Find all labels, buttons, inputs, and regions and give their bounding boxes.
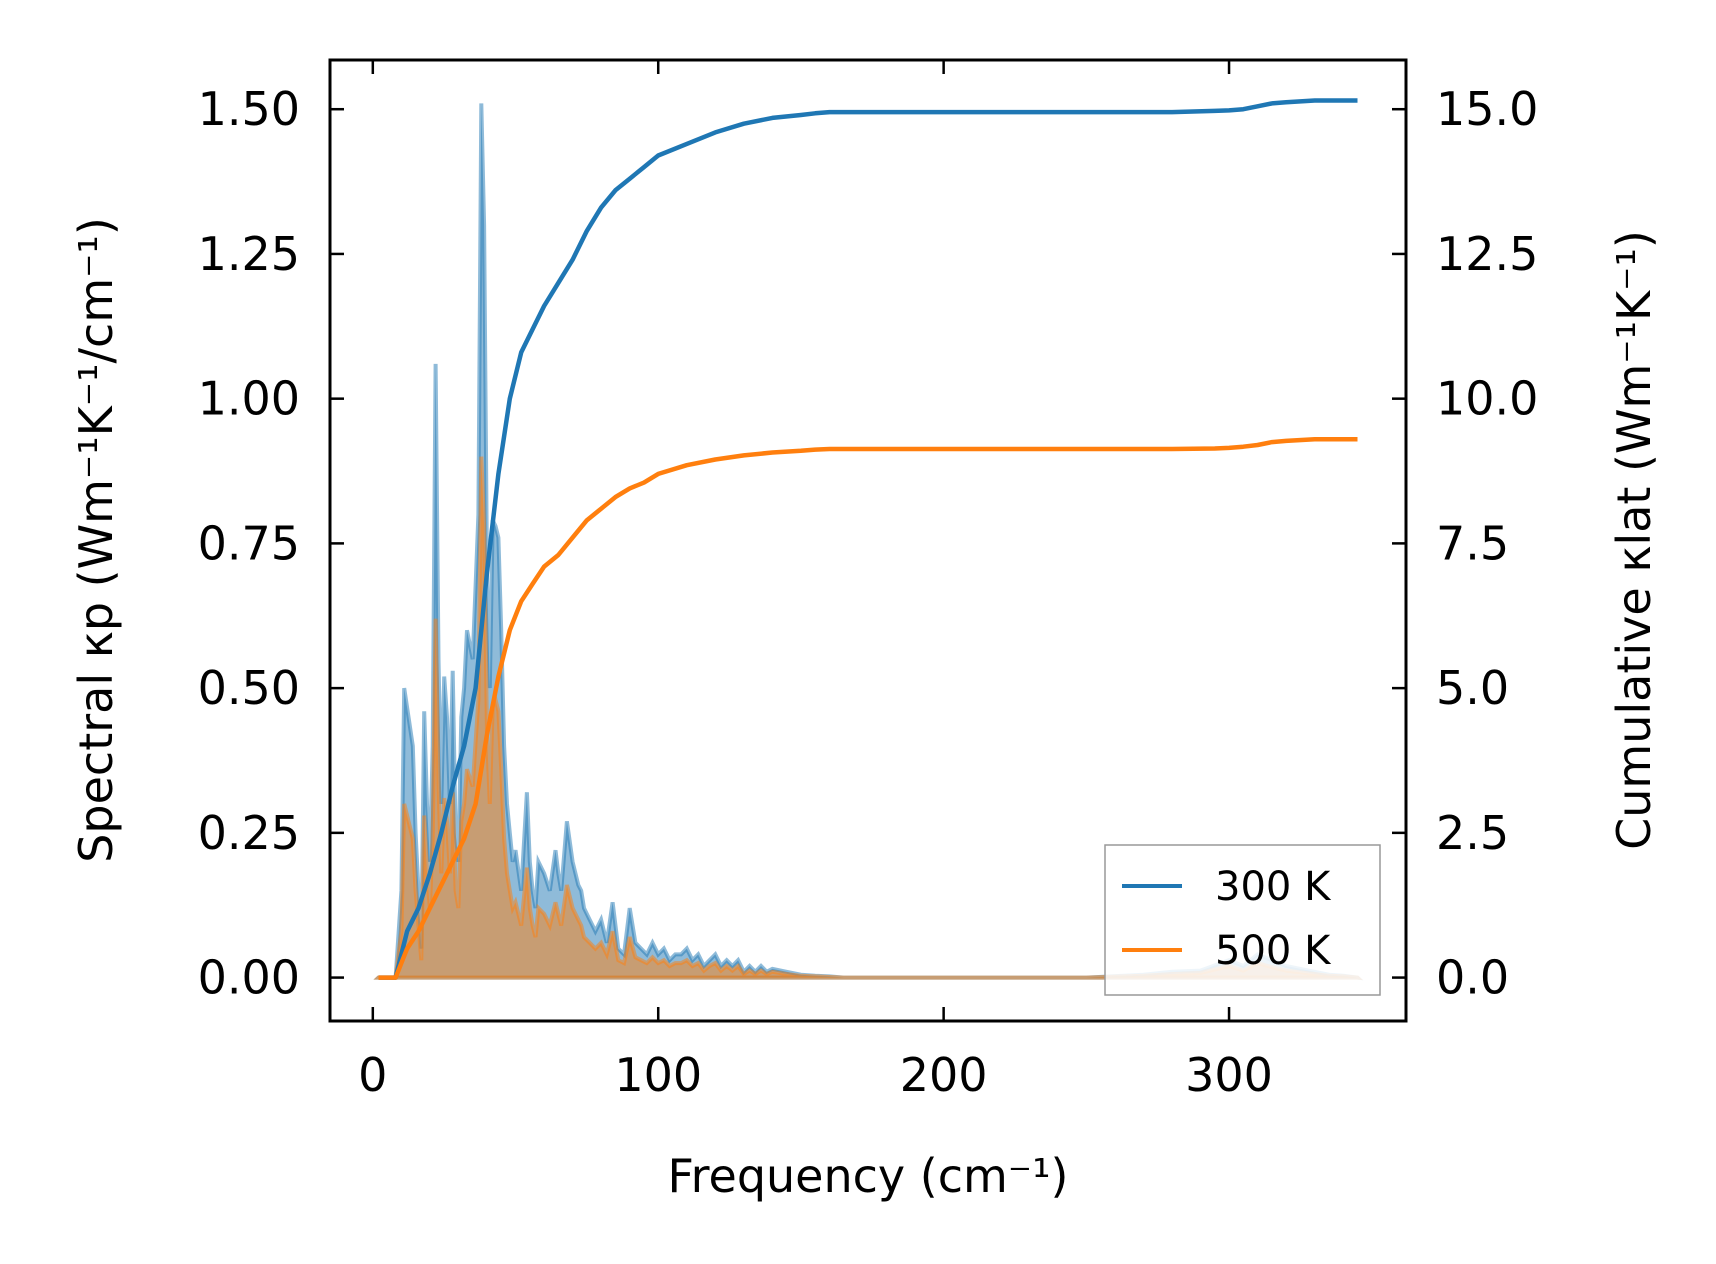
y-left-tick-label: 1.50 xyxy=(198,82,300,136)
plot-frame xyxy=(328,58,1408,1023)
x-tick-label: 0 xyxy=(358,1048,387,1102)
legend-label-300k: 300 K xyxy=(1215,864,1332,910)
y-right-tick-label: 10.0 xyxy=(1436,372,1538,426)
y-left-tick-label: 0.25 xyxy=(198,806,300,860)
cumulative-line-300k xyxy=(378,98,1358,980)
x-tick-label: 100 xyxy=(614,1048,702,1102)
y-left-axis-label: Spectral κp (Wm⁻¹K⁻¹/cm⁻¹) xyxy=(69,217,123,863)
y-right-tick-label: 7.5 xyxy=(1436,516,1509,570)
y-left-tick-label: 1.00 xyxy=(198,372,300,426)
y-right-axis-label: Cumulative κlat (Wm⁻¹K⁻¹) xyxy=(1607,230,1661,850)
ticks-layer: 0 100 200 300 0.00 0.25 0.50 0.75 1.00 1.25 1.50 0.… xyxy=(198,60,1538,1102)
y-left-tick-label: 1.25 xyxy=(198,227,300,281)
y-right-tick-label: 5.0 xyxy=(1436,661,1509,715)
y-left-tick-label: 0.50 xyxy=(198,661,300,715)
legend-box xyxy=(1104,844,1381,996)
y-left-tick-label: 0.75 xyxy=(198,516,300,570)
cumulative-line-500k xyxy=(378,436,1358,980)
y-right-tick-label: 2.5 xyxy=(1436,806,1509,860)
x-axis-label: Frequency (cm⁻¹) xyxy=(668,1149,1069,1203)
spectral-series-layer xyxy=(373,103,1364,981)
legend: 300 K 500 K xyxy=(1104,844,1381,996)
cumulative-series-layer xyxy=(378,98,1358,980)
y-right-tick-label: 12.5 xyxy=(1436,227,1538,281)
y-left-tick-label: 0.00 xyxy=(198,951,300,1005)
x-tick-label: 300 xyxy=(1185,1048,1273,1102)
x-tick-label: 200 xyxy=(900,1048,988,1102)
legend-label-500k: 500 K xyxy=(1215,928,1332,974)
y-right-tick-label: 15.0 xyxy=(1436,82,1538,136)
y-right-tick-label: 0.0 xyxy=(1436,951,1509,1005)
spectral-area-500k xyxy=(373,456,1364,981)
